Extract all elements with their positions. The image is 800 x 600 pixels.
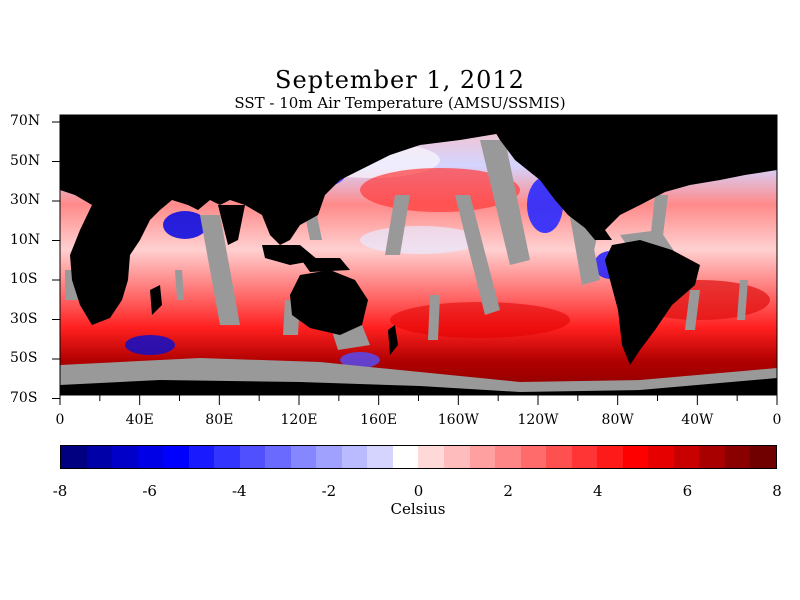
lon-label: 120E — [280, 412, 318, 428]
colorbar-swatch — [341, 446, 368, 468]
colorbar-tick-label: -6 — [142, 482, 157, 500]
lon-label: 120W — [517, 412, 559, 428]
lon-label: 40W — [681, 412, 714, 428]
colorbar-swatch — [265, 446, 291, 468]
colorbar-swatch — [724, 446, 751, 468]
landmass-north-america — [485, 115, 777, 240]
land-masses — [60, 115, 777, 395]
colorbar-swatch — [699, 446, 725, 468]
colorbar-swatch — [622, 446, 649, 468]
latitude-ticks — [52, 121, 60, 399]
colorbar-swatch — [520, 446, 547, 468]
colorbar-swatch — [597, 446, 623, 468]
colorbar-swatch — [316, 446, 342, 468]
colorbar-swatch — [61, 446, 87, 468]
lat-label: 30N — [10, 192, 41, 208]
colorbar-tick-label: -8 — [52, 482, 68, 500]
lon-label: 0 — [772, 412, 782, 428]
colorbar-swatch — [188, 446, 215, 468]
colorbar-swatch — [392, 446, 419, 468]
colorbar-unit-label: Celsius — [390, 500, 446, 518]
colorbar-swatch — [418, 446, 444, 468]
landmass-antarctica — [60, 378, 777, 395]
colorbar-tick-label: -4 — [231, 482, 247, 500]
colorbar-swatch — [469, 446, 496, 468]
lat-label: 50S — [10, 350, 38, 366]
colorbar-swatch — [495, 446, 521, 468]
lon-label: 160W — [437, 412, 479, 428]
sst-anomaly-map — [52, 114, 778, 405]
lat-label: 30S — [10, 310, 38, 327]
colorbar-tick-label: -2 — [321, 482, 337, 500]
colorbar-tick-label: 8 — [772, 482, 782, 500]
colorbar-tick-label: 0 — [413, 482, 424, 500]
map-title: September 1, 2012 — [275, 66, 525, 94]
lat-label: 70S — [10, 389, 38, 406]
colorbar-swatch — [137, 446, 164, 468]
colorbar-swatch — [546, 446, 572, 468]
colorbar-swatch — [239, 446, 266, 468]
colorbar-swatch — [750, 446, 776, 468]
landmass-south-america — [605, 240, 700, 365]
lon-label: 40E — [125, 412, 154, 428]
colorbar-swatch — [290, 446, 317, 468]
lat-label: 50N — [10, 152, 41, 169]
colorbar-swatch — [86, 446, 113, 468]
longitude-ticks — [59, 395, 778, 405]
colorbar-swatch — [214, 446, 240, 468]
colorbar-tick-label: 6 — [682, 482, 693, 500]
map-subtitle: SST - 10m Air Temperature (AMSU/SSMIS) — [234, 94, 566, 112]
colorbar-swatch — [443, 446, 470, 468]
landmass-eurasia-africa — [60, 115, 777, 325]
colorbar-swatch — [367, 446, 393, 468]
lon-label: 0 — [55, 412, 65, 428]
colorbar-tick-label: 2 — [503, 482, 513, 500]
colorbar-swatch — [112, 446, 138, 468]
colorbar-swatch — [571, 446, 598, 468]
lon-label: 80E — [205, 412, 234, 428]
lon-label: 160E — [360, 412, 398, 428]
lat-label: 10N — [10, 231, 41, 248]
colorbar-swatch — [673, 446, 700, 468]
colorbar-tick-label: 4 — [592, 482, 603, 500]
colorbar-swatch — [648, 446, 674, 468]
lat-label: 10S — [10, 271, 38, 287]
lat-label: 70N — [10, 113, 41, 129]
lon-label: 80W — [601, 412, 634, 428]
landmass-australia — [290, 270, 368, 335]
colorbar — [60, 445, 777, 469]
colorbar-swatch — [163, 446, 189, 468]
